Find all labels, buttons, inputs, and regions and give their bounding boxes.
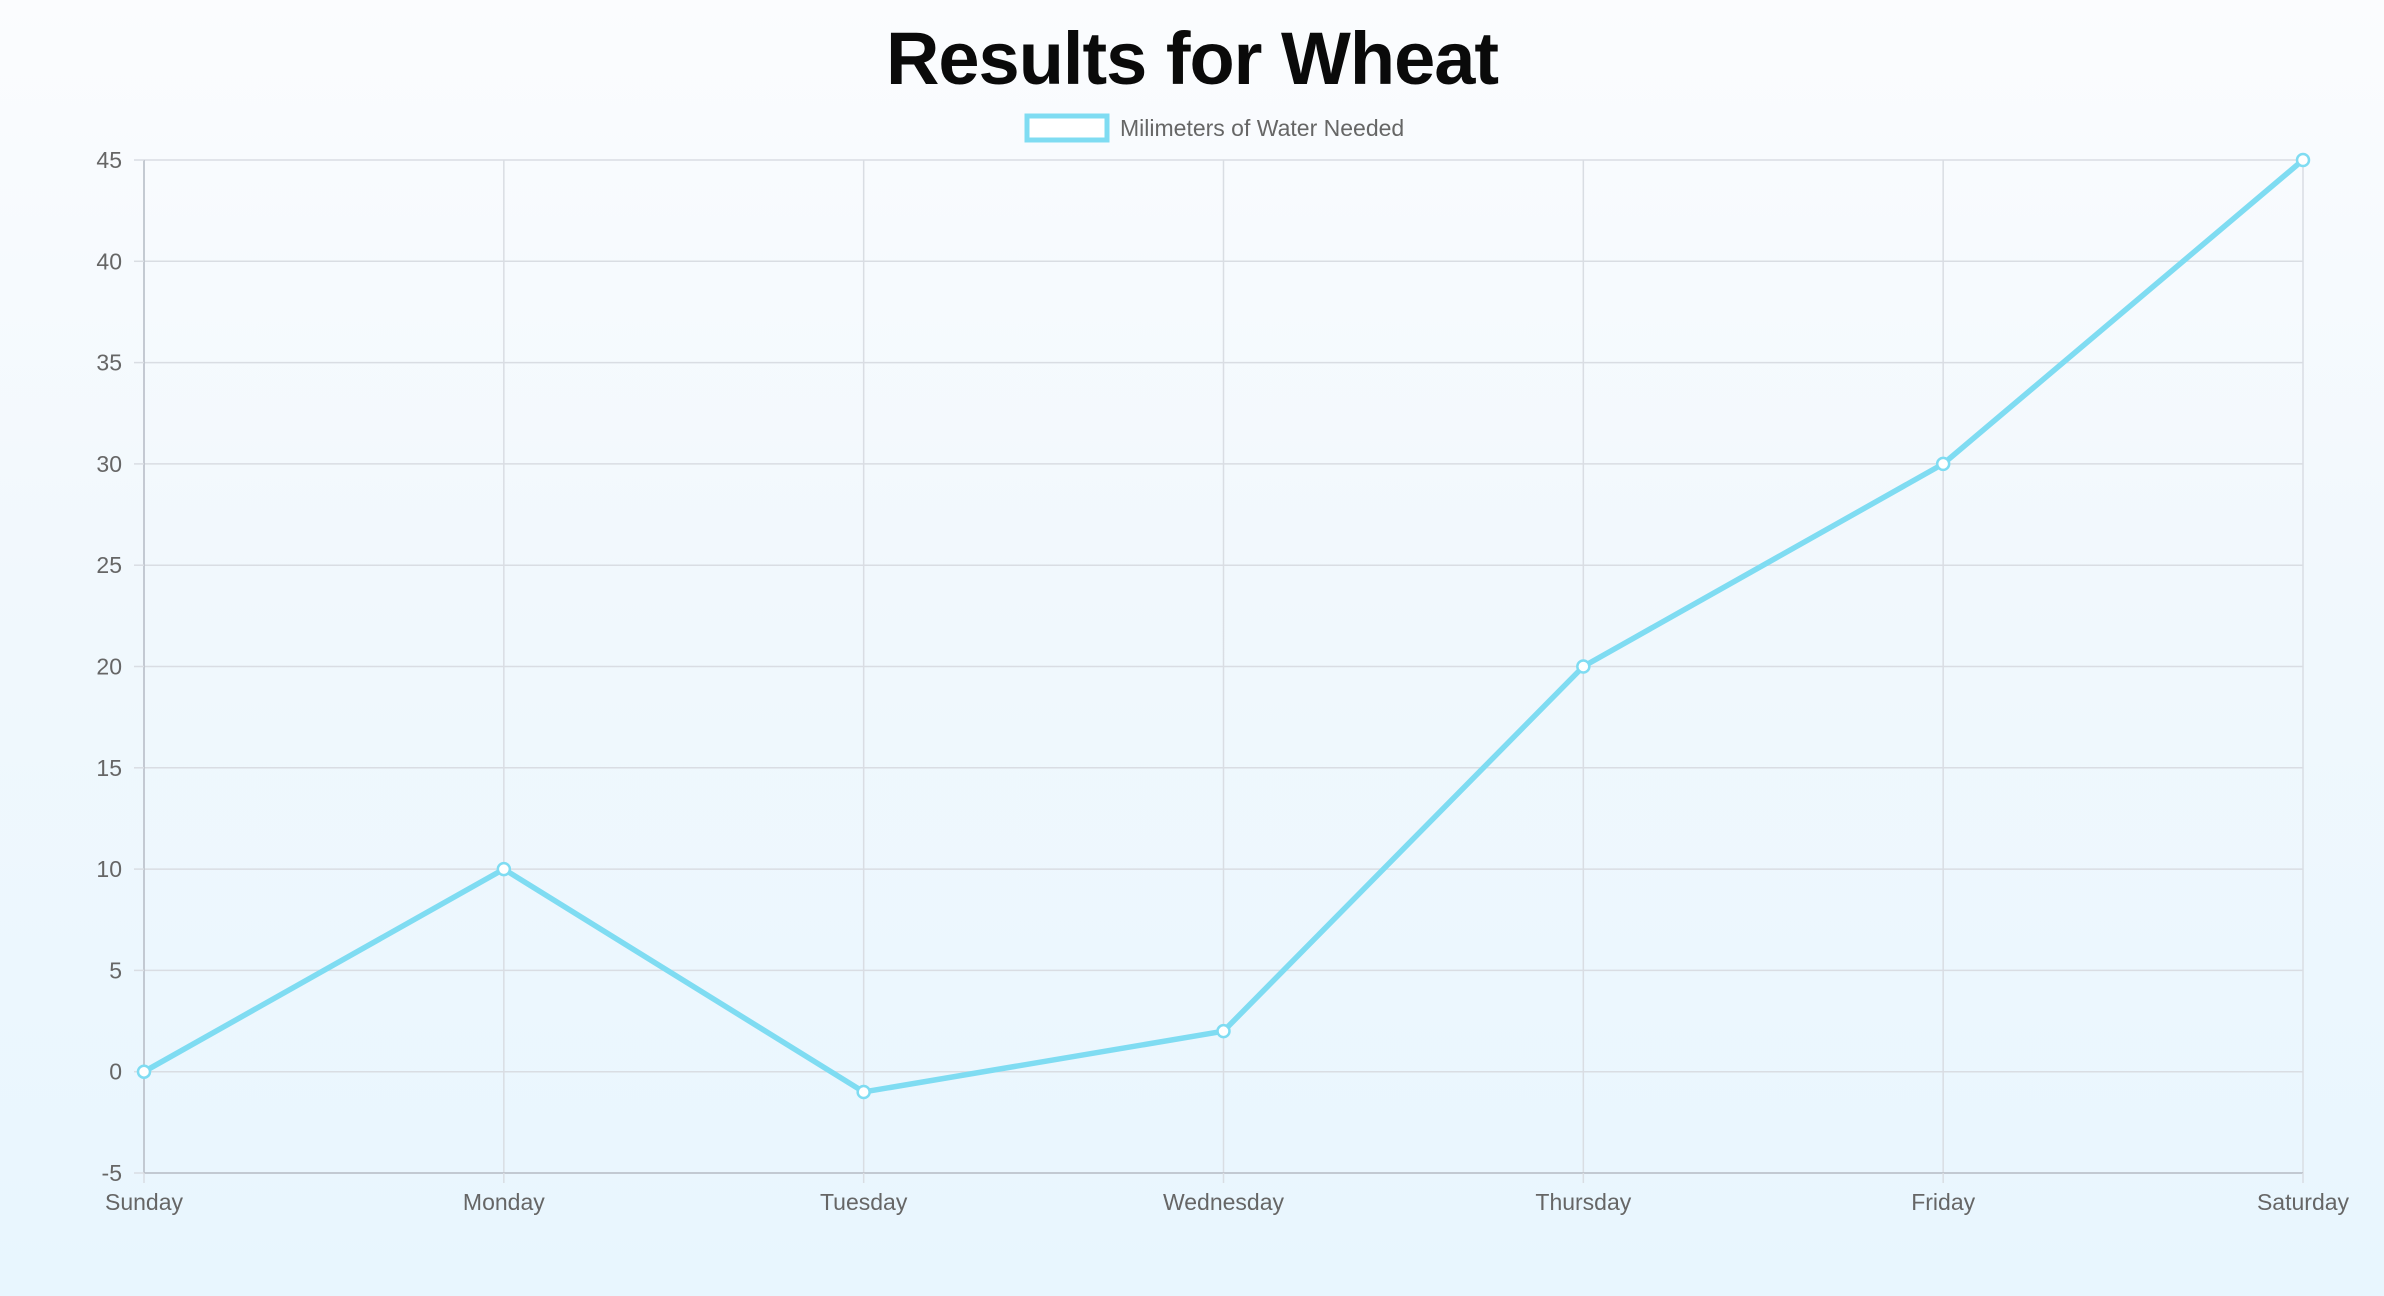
chart-title: Results for Wheat — [885, 17, 1499, 100]
legend[interactable]: Milimeters of Water Needed — [1024, 113, 1404, 143]
data-point[interactable] — [1216, 1023, 1231, 1039]
y-tick-label: 20 — [96, 654, 122, 680]
grid-lines — [143, 159, 2304, 1174]
y-axis-ticks: 45 40 35 30 25 20 15 10 5 0 -5 — [96, 147, 144, 1186]
legend-label[interactable]: Milimeters of Water Needed — [1120, 115, 1404, 141]
y-tick-label: 35 — [96, 350, 122, 376]
data-point[interactable] — [136, 1064, 152, 1079]
x-tick-label: Wednesday — [1163, 1189, 1285, 1215]
y-tick-label: 0 — [109, 1059, 122, 1085]
x-tick-label: Friday — [1911, 1189, 1975, 1215]
x-tick-label: Saturday — [2257, 1189, 2350, 1215]
x-tick-label: Tuesday — [820, 1189, 908, 1215]
data-point[interactable] — [2295, 152, 2311, 168]
y-tick-label: 45 — [96, 147, 122, 173]
data-point[interactable] — [1576, 659, 1591, 674]
y-tick-label: 40 — [96, 248, 122, 274]
series-layer — [136, 152, 2311, 1100]
x-tick-label: Monday — [463, 1189, 545, 1215]
x-tick-label: Thursday — [1535, 1189, 1631, 1215]
y-tick-label: 10 — [96, 856, 122, 882]
x-tick-label: Sunday — [105, 1189, 184, 1215]
x-axis-ticks: Sunday Monday Tuesday Wednesday Thursday Frid… — [105, 1173, 2350, 1215]
y-tick-label: -5 — [102, 1160, 122, 1186]
y-tick-label: 25 — [96, 552, 122, 578]
y-tick-label: 30 — [96, 451, 122, 477]
y-tick-label: 15 — [96, 755, 122, 781]
data-point[interactable] — [856, 1084, 871, 1100]
data-point[interactable] — [1935, 456, 1951, 472]
legend-swatch[interactable] — [1024, 113, 1110, 143]
y-tick-label: 5 — [109, 957, 122, 983]
data-point[interactable] — [496, 861, 512, 877]
